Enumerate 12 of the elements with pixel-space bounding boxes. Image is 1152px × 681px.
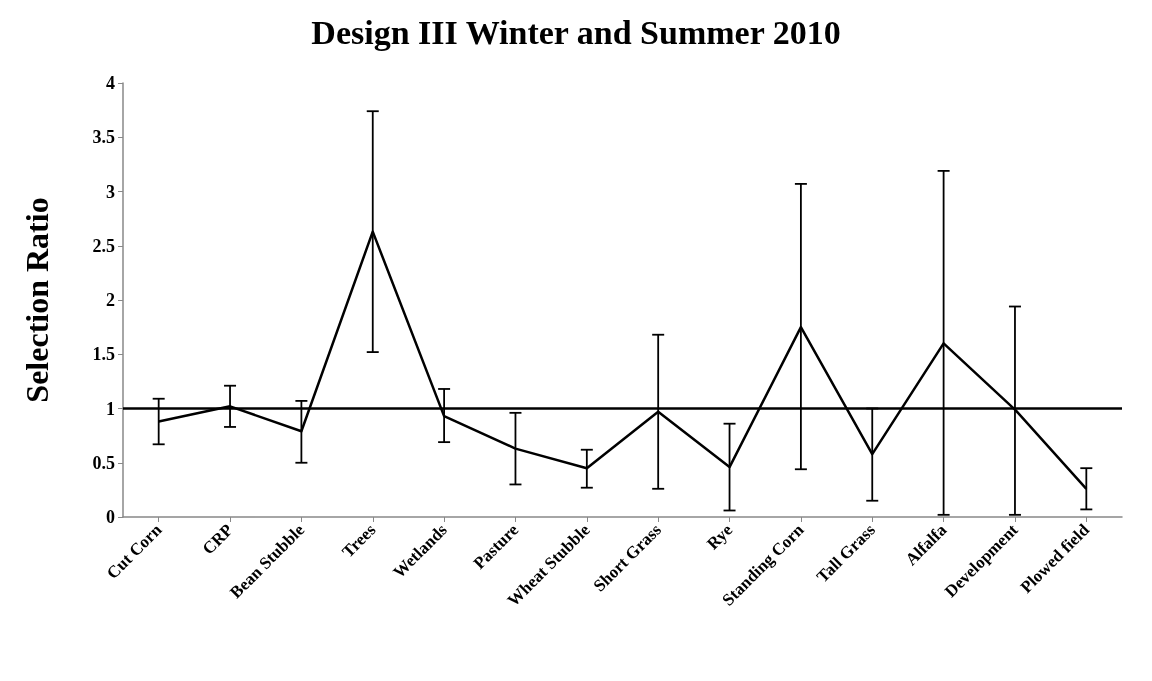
y-tick-label: 2.5 — [92, 235, 115, 256]
y-axis-title: Selection Ratio — [19, 197, 55, 403]
y-tick-label: 1 — [106, 398, 115, 419]
y-tick-label: 4 — [106, 73, 115, 93]
y-tick-label: 3.5 — [92, 127, 115, 148]
y-tick-label: 2 — [106, 290, 115, 310]
y-tick-label: 3 — [106, 181, 115, 202]
chart-title: Design III Winter and Summer 2010 — [311, 13, 841, 51]
y-tick-label: 1.5 — [92, 344, 115, 365]
x-tick-label: Rye — [703, 519, 737, 554]
y-tick-label: 0 — [106, 507, 115, 527]
y-tick-label: 0.5 — [92, 452, 115, 473]
